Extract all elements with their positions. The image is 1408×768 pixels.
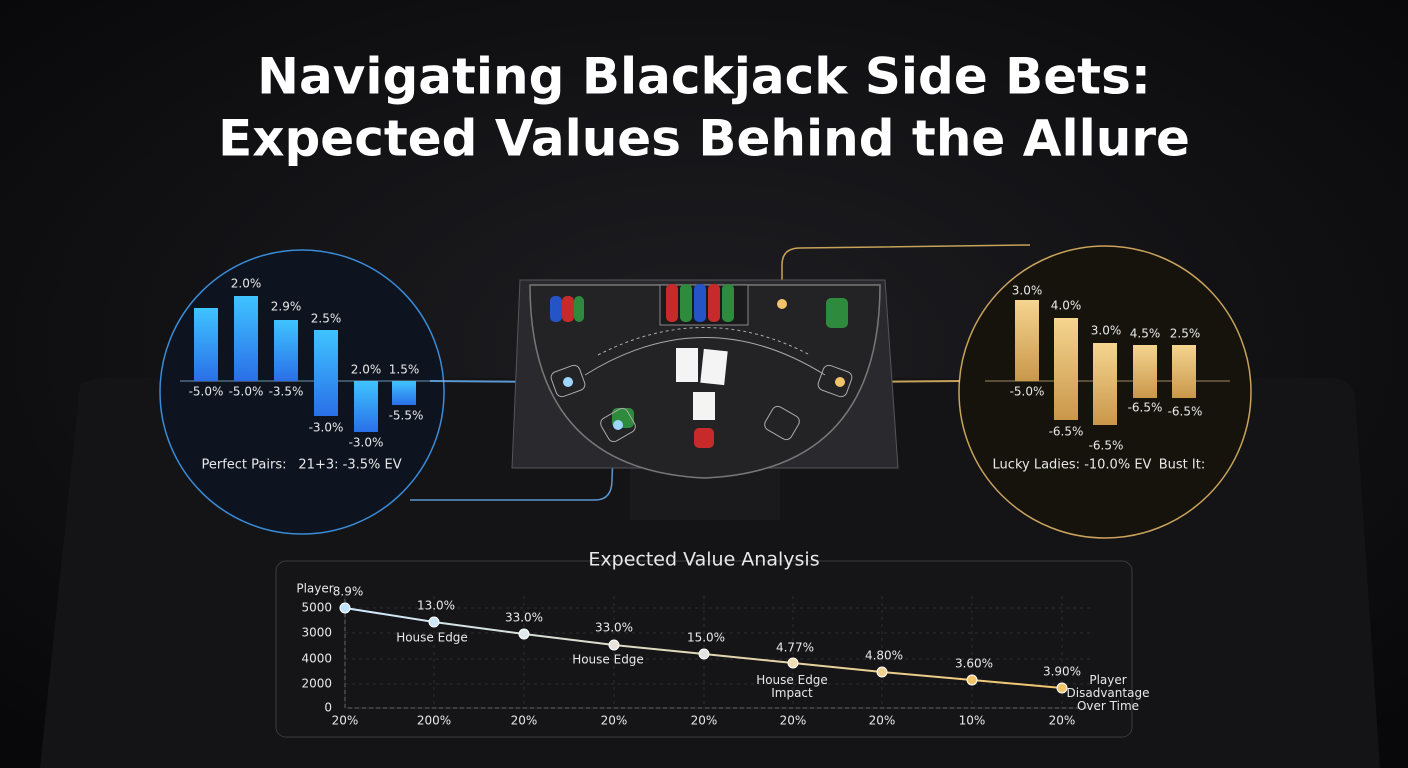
card	[676, 348, 698, 382]
x-tick-label: 20%	[601, 714, 628, 728]
x-tick-label: 20%	[780, 714, 807, 728]
bar-label: 4.0%	[1051, 299, 1082, 313]
bar-label: -5.5%	[389, 409, 424, 423]
x-tick-label: 10%	[959, 714, 986, 728]
bar-label: -6.5%	[1128, 401, 1163, 415]
bar	[392, 381, 416, 405]
point-label: 3.60%	[955, 657, 993, 671]
bar	[314, 330, 338, 416]
point	[518, 628, 530, 640]
annotation: Player Disadvantage Over Time	[1067, 673, 1150, 713]
bar	[1015, 300, 1039, 381]
caption: Bust It:	[1159, 458, 1205, 473]
bar	[1093, 343, 1117, 425]
bar-label: 2.9%	[271, 300, 302, 314]
y-tick-label: 0	[324, 701, 332, 715]
annotation: House Edge	[572, 653, 644, 667]
bar-label: -3.0%	[309, 421, 344, 435]
bet-spot	[600, 407, 636, 443]
point	[428, 616, 440, 628]
x-tick-label: 20%	[869, 714, 896, 728]
bar	[354, 381, 378, 432]
point-label: 8.9%	[333, 585, 364, 599]
bet-spot	[550, 364, 586, 398]
title-line: Navigating Blackjack Side Bets:	[257, 48, 1151, 106]
bar-label: -6.5%	[1049, 425, 1084, 439]
bar	[274, 320, 298, 381]
caption: Perfect Pairs:	[201, 458, 286, 473]
x-tick-label: 20%	[691, 714, 718, 728]
table-arc	[597, 327, 811, 356]
x-tick-label: 20%	[332, 714, 359, 728]
bar-label: 4.5%	[1130, 327, 1161, 341]
marker	[777, 299, 787, 309]
card	[700, 348, 728, 386]
point	[966, 674, 978, 686]
point-label: 3.90%	[1043, 665, 1081, 679]
marker	[613, 420, 623, 430]
point-label: 4.80%	[865, 649, 903, 663]
bar-label: -5.0%	[1010, 385, 1045, 399]
bar-label: 3.0%	[1012, 284, 1043, 298]
title-line: Expected Values Behind the Allure	[218, 110, 1190, 168]
bet-spot	[764, 405, 800, 441]
bar	[1172, 345, 1196, 398]
left-panel	[159, 249, 445, 535]
y-tick-label: 4000	[301, 652, 332, 666]
x-tick-label: 200%	[417, 714, 451, 728]
bar	[1133, 345, 1157, 398]
bar-label: -6.5%	[1089, 439, 1124, 453]
bar-label: -5.0%	[189, 385, 224, 399]
bar	[1054, 318, 1078, 420]
marker	[563, 377, 573, 387]
bar-label: 2.5%	[1170, 327, 1201, 341]
connector	[410, 427, 615, 501]
point-label: 33.0%	[505, 611, 543, 625]
bar-label: 2.0%	[351, 363, 382, 377]
marker	[835, 377, 845, 387]
bar-label: -3.5%	[269, 385, 304, 399]
bar-label: 1.5%	[389, 363, 420, 377]
point	[339, 602, 351, 614]
connector	[781, 244, 1031, 302]
point	[608, 639, 620, 651]
y-tick-label: 3000	[301, 626, 332, 640]
analysis-title: Expected Value Analysis	[588, 549, 819, 571]
point-label: 15.0%	[687, 631, 725, 645]
point	[787, 657, 799, 669]
bet-spot	[817, 364, 853, 398]
x-tick-label: 20%	[511, 714, 538, 728]
caption: Lucky Ladies: -10.0% EV	[993, 458, 1152, 473]
point	[1056, 682, 1068, 694]
bar	[234, 296, 258, 381]
bar-label: 2.5%	[311, 312, 342, 326]
point-label: 33.0%	[595, 621, 633, 635]
caption: 21+3: -3.5% EV	[298, 458, 401, 473]
y-tick-label: 2000	[301, 677, 332, 691]
bar-label: 3.0%	[1091, 324, 1122, 338]
bar-label: -3.0%	[349, 436, 384, 450]
annotation: House Edge	[396, 631, 468, 645]
point-label: 13.0%	[417, 599, 455, 613]
x-tick-label: 20%	[1049, 714, 1076, 728]
y-tick-label: 5000	[301, 601, 332, 615]
bar	[194, 308, 218, 381]
y-axis-title: Player	[296, 582, 333, 596]
table-arc	[584, 337, 826, 376]
bar-label: -5.0%	[229, 385, 264, 399]
bar-label: 2.0%	[231, 277, 262, 291]
annotation: House Edge Impact	[756, 673, 828, 700]
card	[693, 392, 715, 420]
bar-label: -6.5%	[1168, 405, 1203, 419]
blackjack-table	[511, 279, 899, 520]
point-label: 4.77%	[776, 641, 814, 655]
point	[698, 648, 710, 660]
point	[876, 666, 888, 678]
